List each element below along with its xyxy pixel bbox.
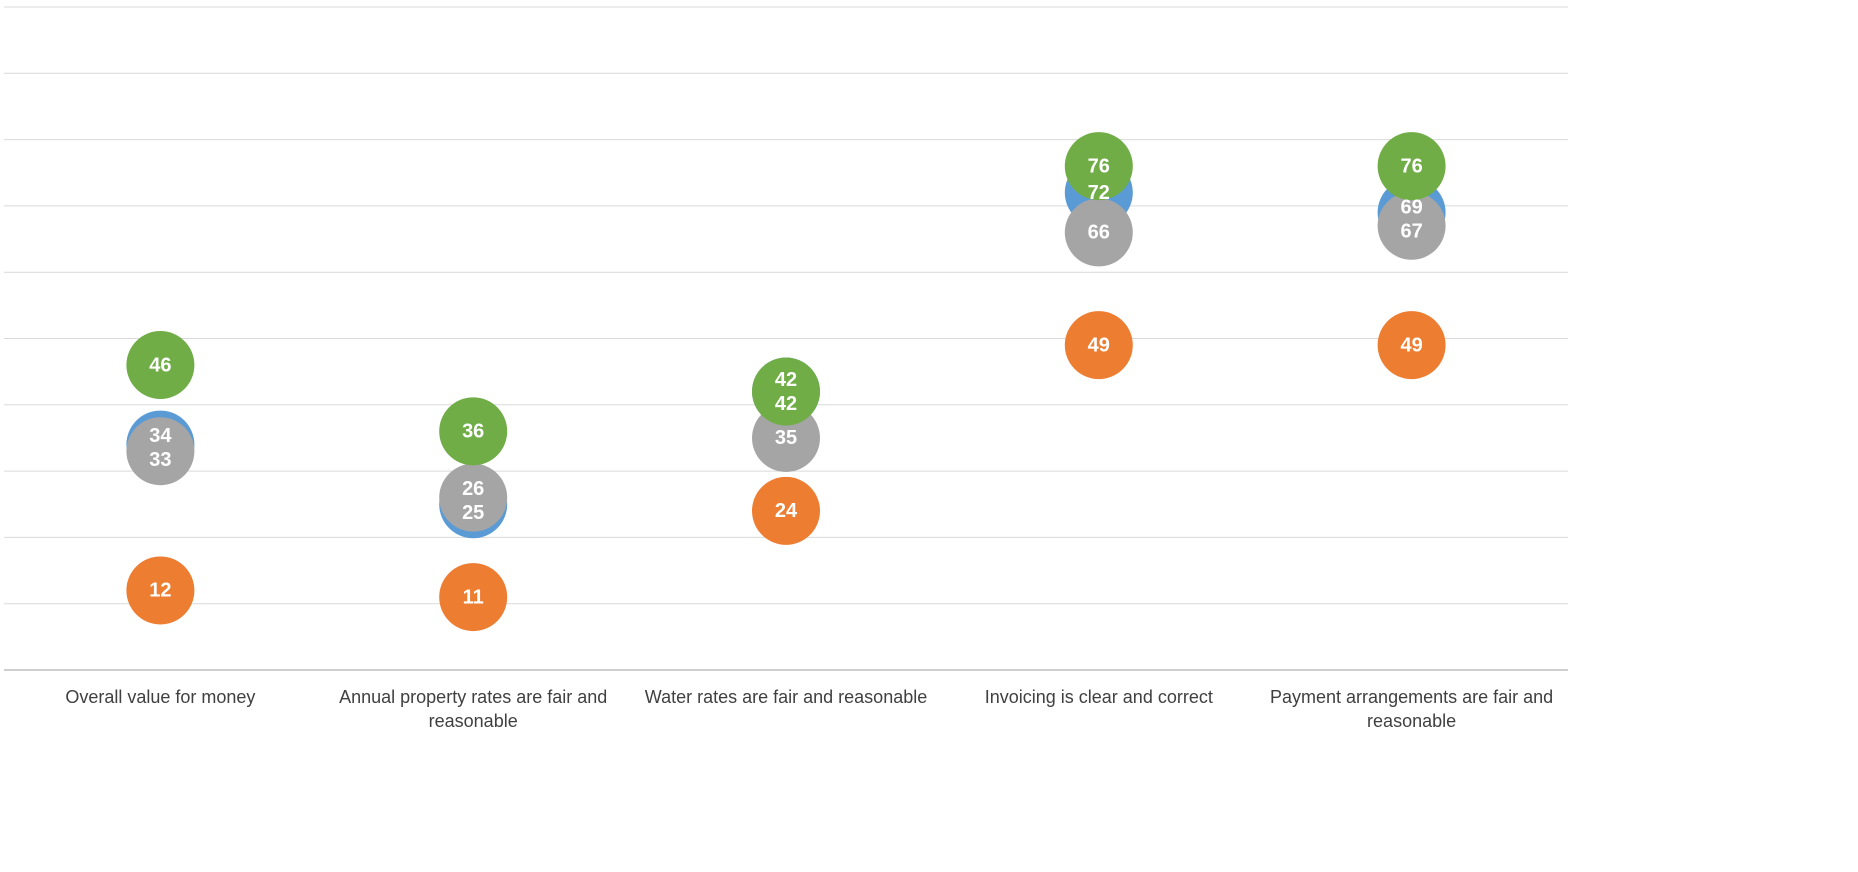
data-label: 42 <box>775 369 797 391</box>
data-label: 25 <box>462 502 484 524</box>
x-tick-label: Water rates are fair and reasonable <box>644 687 928 707</box>
dot <box>439 463 508 532</box>
dot <box>1377 191 1446 260</box>
data-label: 69 <box>1400 196 1422 218</box>
dot <box>1064 132 1133 201</box>
data-label: 33 <box>149 449 171 471</box>
dot <box>126 417 195 486</box>
dot <box>752 476 820 545</box>
x-tick-label: Annual property rates are fair and reaso… <box>339 687 608 731</box>
data-label: 66 <box>1088 222 1110 244</box>
dot <box>1064 311 1133 380</box>
data-label: 11 <box>463 586 484 608</box>
data-label: 46 <box>149 354 171 376</box>
dot <box>439 397 508 466</box>
data-label: 49 <box>1088 334 1110 356</box>
data-label: 26 <box>462 478 484 500</box>
dot <box>1064 198 1133 267</box>
dot <box>126 556 195 625</box>
data-label: 36 <box>462 421 484 443</box>
data-label: 34 <box>149 425 172 447</box>
dot <box>752 357 820 426</box>
dot <box>1377 132 1446 201</box>
data-label: 35 <box>775 427 797 449</box>
x-tick-label: Payment arrangements are fair and reason… <box>1270 687 1554 731</box>
data-label: 12 <box>149 580 171 602</box>
data-label: 49 <box>1400 334 1422 356</box>
data-label: 72 <box>1088 182 1110 204</box>
x-tick-label: Overall value for money <box>65 687 256 707</box>
data-label: 24 <box>775 500 798 522</box>
data-label: 76 <box>1088 155 1110 177</box>
dot <box>1377 311 1446 380</box>
data-label: 76 <box>1400 155 1422 177</box>
data-label: 67 <box>1400 220 1422 242</box>
dot <box>126 331 195 400</box>
dot <box>439 563 508 632</box>
x-tick-label: Invoicing is clear and correct <box>984 687 1213 707</box>
data-label: 42 <box>775 393 797 415</box>
